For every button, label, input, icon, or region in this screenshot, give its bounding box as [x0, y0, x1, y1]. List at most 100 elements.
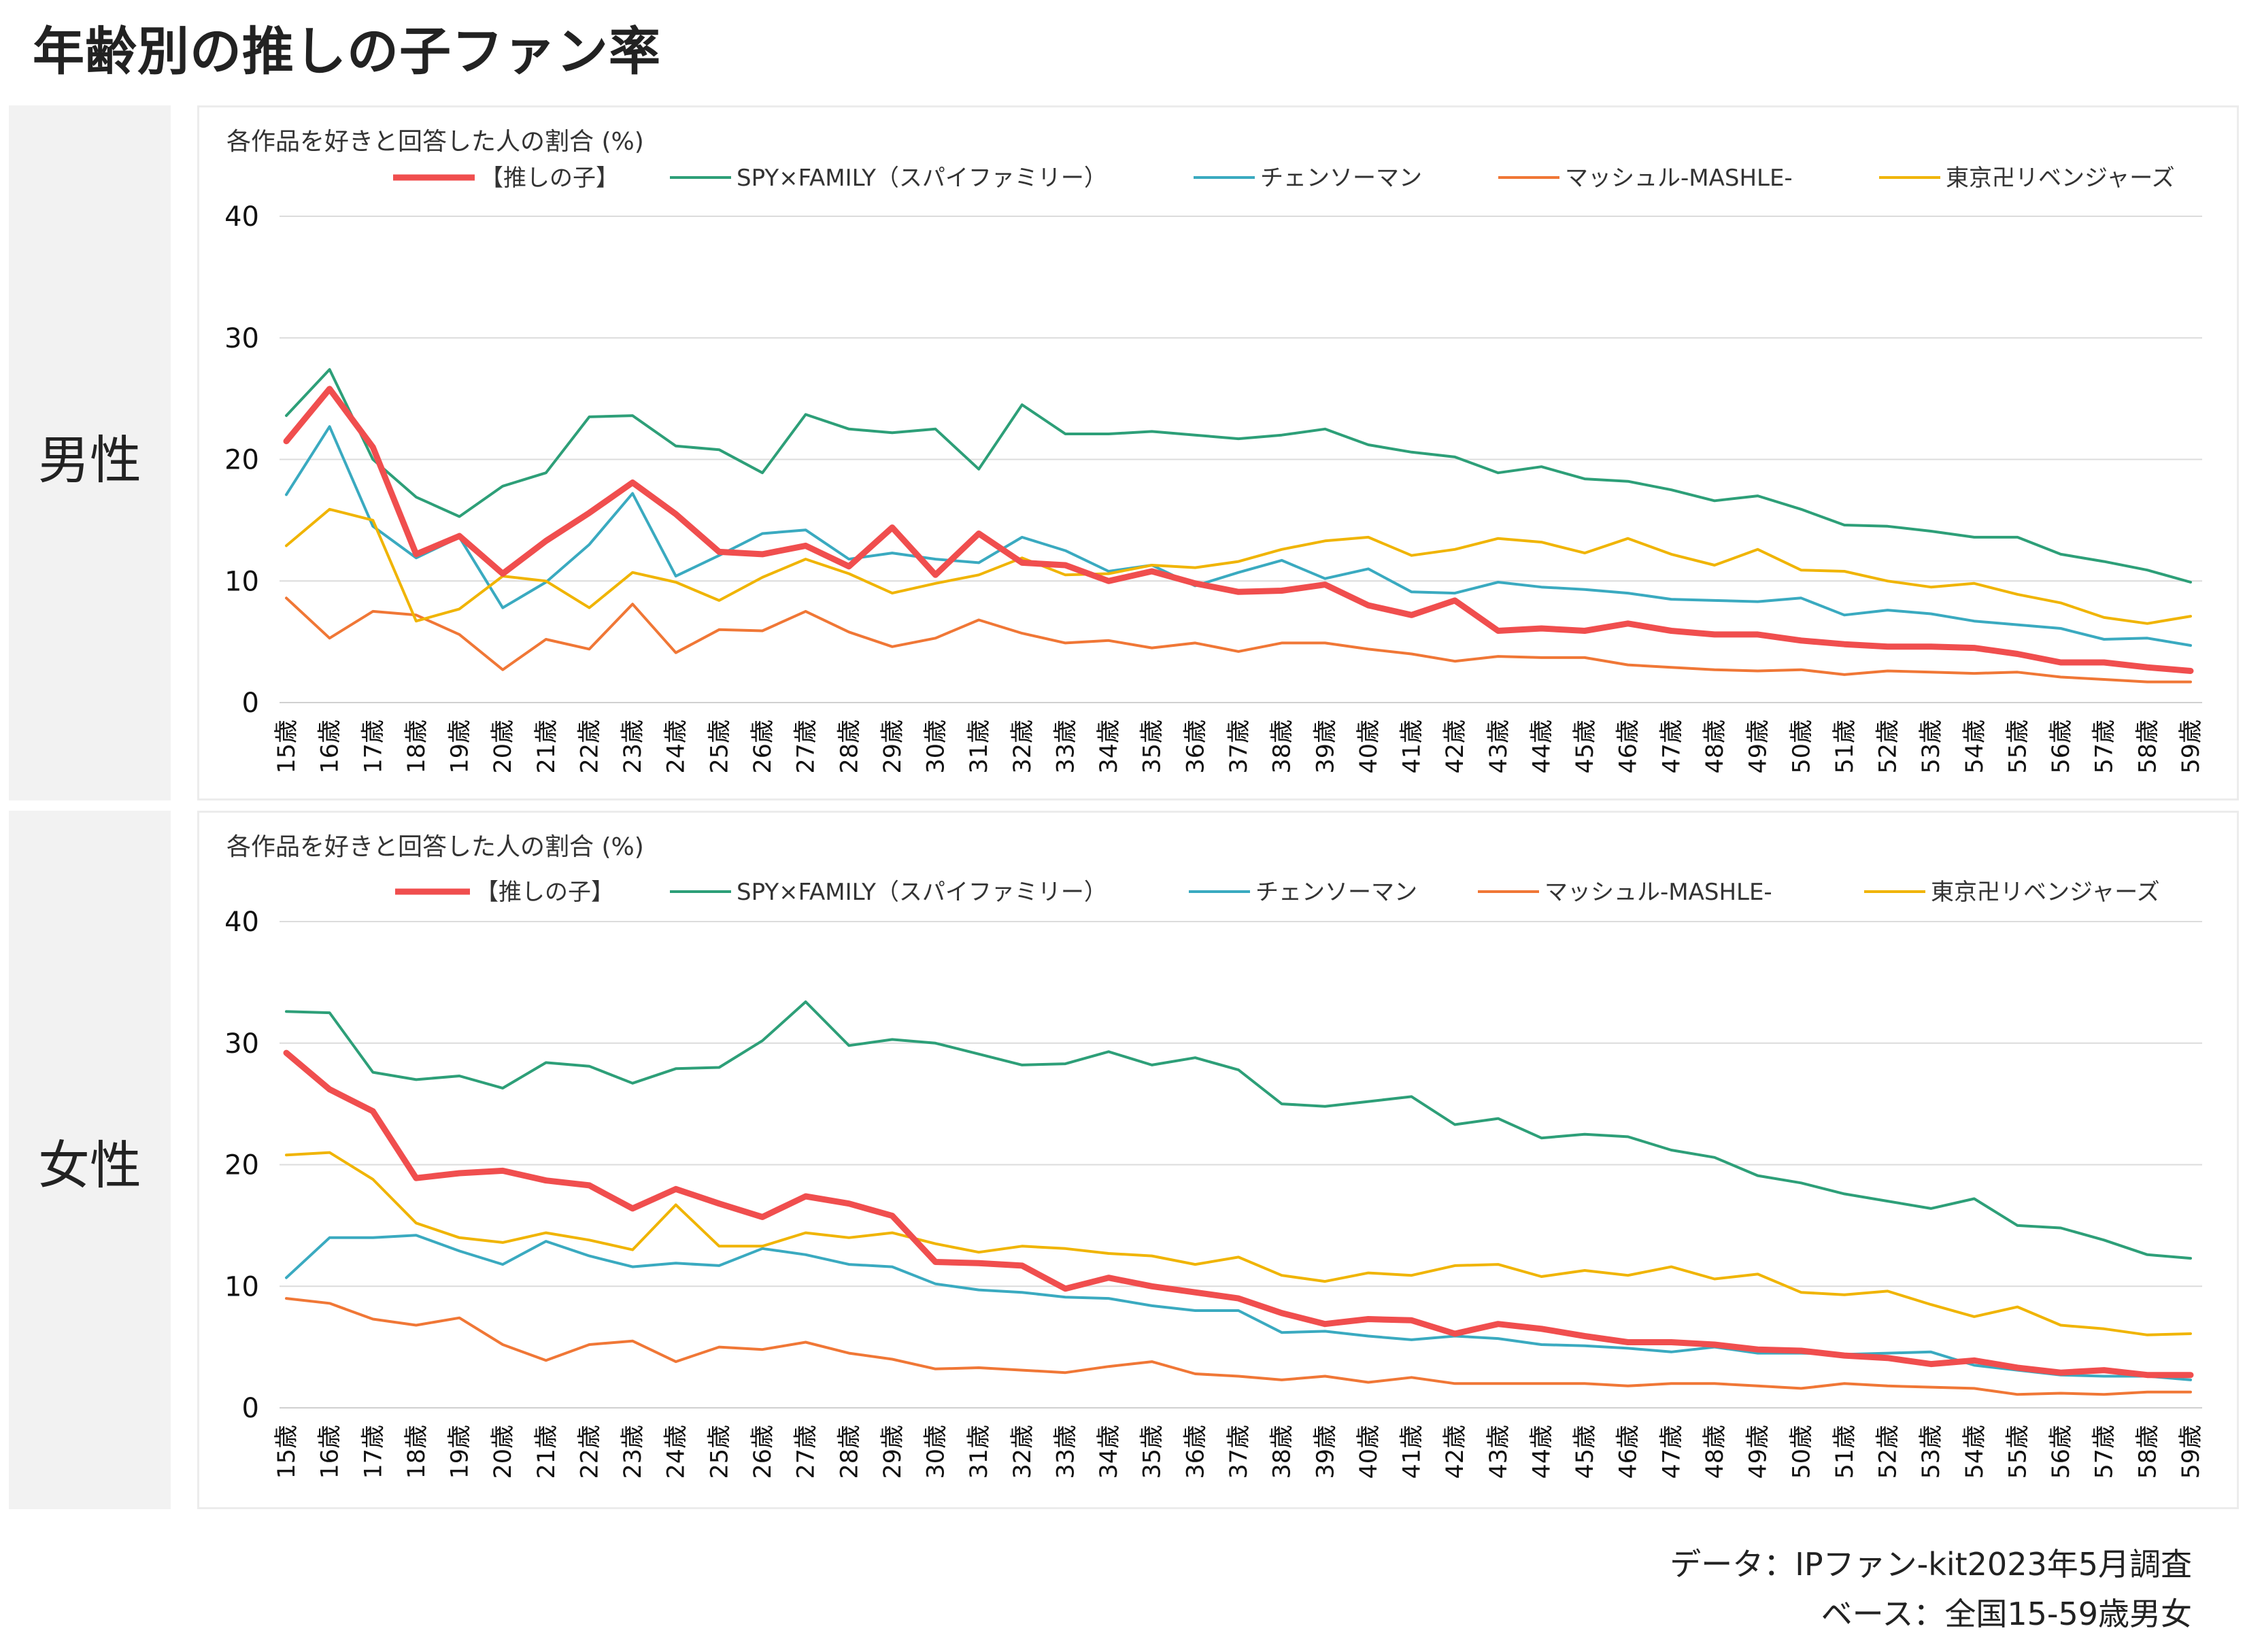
y-axis-label: 各作品を好きと回答した人の割合 (%)	[226, 833, 644, 861]
x-tick-label: 41歳	[1399, 720, 1426, 774]
x-tick-label: 57歳	[2091, 1425, 2119, 1479]
x-tick-label: 36歳	[1182, 1425, 1209, 1479]
x-tick-label: 32歳	[1009, 1425, 1036, 1479]
legend-label: マッシュル-MASHLE-	[1565, 165, 1793, 192]
x-tick-label: 22歳	[576, 720, 603, 774]
x-tick-label: 39歳	[1312, 720, 1339, 774]
x-tick-label: 55歳	[2004, 1425, 2031, 1479]
x-tick-label: 48歳	[1702, 1425, 1729, 1479]
x-tick-label: 35歳	[1139, 1425, 1166, 1479]
x-tick-label: 33歳	[1052, 720, 1079, 774]
x-tick-label: 34歳	[1096, 1425, 1123, 1479]
legend-label: チェンソーマン	[1260, 165, 1422, 192]
x-tick-label: 42歳	[1442, 1425, 1469, 1479]
y-tick-label: 20	[224, 445, 259, 476]
legend-label: 東京卍リベンジャーズ	[1946, 165, 2175, 192]
x-tick-label: 31歳	[966, 720, 993, 774]
y-tick-label: 0	[242, 1393, 259, 1424]
x-tick-label: 32歳	[1009, 720, 1036, 774]
x-tick-label: 38歳	[1269, 1425, 1296, 1479]
x-tick-label: 42歳	[1442, 720, 1469, 774]
x-tick-label: 44歳	[1528, 720, 1555, 774]
side-label-text: 女性	[38, 1135, 141, 1196]
x-tick-label: 52歳	[1875, 1425, 1902, 1479]
legend-label: SPY×FAMILY（スパイファミリー）	[737, 165, 1107, 192]
x-tick-label: 26歳	[749, 720, 777, 774]
x-tick-label: 51歳	[1832, 1425, 1859, 1479]
x-tick-label: 17歳	[360, 720, 387, 774]
x-tick-label: 33歳	[1052, 1425, 1079, 1479]
x-tick-label: 27歳	[793, 720, 820, 774]
x-tick-label: 38歳	[1269, 720, 1296, 774]
x-tick-label: 26歳	[749, 1425, 777, 1479]
x-tick-label: 35歳	[1139, 720, 1166, 774]
x-tick-label: 29歳	[879, 1425, 907, 1479]
x-tick-label: 28歳	[836, 1425, 863, 1479]
x-tick-label: 21歳	[533, 1425, 560, 1479]
x-tick-label: 56歳	[2048, 1425, 2075, 1479]
x-tick-label: 45歳	[1572, 720, 1599, 774]
legend-label: チェンソーマン	[1255, 879, 1417, 906]
legend-label: 【推しの子】	[480, 165, 619, 192]
x-tick-label: 37歳	[1226, 720, 1253, 774]
x-tick-label: 16歳	[317, 1425, 344, 1479]
x-tick-label: 30歳	[923, 720, 950, 774]
y-axis-label: 各作品を好きと回答した人の割合 (%)	[226, 128, 644, 156]
x-tick-label: 59歳	[2178, 720, 2205, 774]
x-tick-label: 30歳	[923, 1425, 950, 1479]
x-tick-label: 22歳	[576, 1425, 603, 1479]
x-tick-label: 46歳	[1615, 720, 1642, 774]
x-tick-label: 23歳	[620, 1425, 647, 1479]
y-tick-label: 20	[224, 1150, 259, 1181]
series-line	[283, 1049, 2194, 1379]
x-tick-label: 28歳	[836, 720, 863, 774]
x-tick-label: 39歳	[1312, 1425, 1339, 1479]
footer-data-source: データ：IPファン-kit2023年5月調査	[1670, 1546, 2192, 1583]
page-title: 年齢別の推しの子ファン率	[33, 21, 661, 82]
x-tick-label: 55歳	[2004, 720, 2031, 774]
series-line	[285, 507, 2192, 625]
x-tick-label: 41歳	[1399, 1425, 1426, 1479]
series-line	[285, 1234, 2192, 1381]
x-tick-label: 19歳	[447, 720, 474, 774]
x-tick-label: 58歳	[2134, 1425, 2161, 1479]
y-tick-label: 40	[224, 907, 259, 938]
x-tick-label: 43歳	[1485, 720, 1513, 774]
x-tick-label: 16歳	[317, 720, 344, 774]
x-tick-label: 45歳	[1572, 1425, 1599, 1479]
x-tick-label: 43歳	[1485, 1425, 1513, 1479]
x-tick-label: 49歳	[1745, 720, 1772, 774]
x-tick-label: 47歳	[1658, 1425, 1685, 1479]
x-tick-label: 48歳	[1702, 720, 1729, 774]
chart-panel-male: 各作品を好きと回答した人の割合 (%) 0 10 20 30 40 15歳 16歳 17歳 18歳…	[197, 105, 2239, 800]
x-tick-label: 20歳	[490, 1425, 517, 1479]
x-tick-label: 37歳	[1226, 1425, 1253, 1479]
x-tick-label: 34歳	[1096, 720, 1123, 774]
x-tick-label: 44歳	[1528, 1425, 1555, 1479]
series-line	[285, 425, 2192, 647]
legend-label: SPY×FAMILY（スパイファミリー）	[737, 879, 1107, 906]
x-tick-label: 20歳	[490, 720, 517, 774]
y-tick-label: 30	[224, 1028, 259, 1060]
series-line	[285, 596, 2192, 684]
x-tick-label: 21歳	[533, 720, 560, 774]
y-tick-label: 10	[224, 1271, 259, 1302]
footer-base: ベース：全国15-59歳男女	[1821, 1596, 2192, 1632]
side-label-text: 男性	[38, 430, 141, 490]
x-tick-label: 23歳	[620, 720, 647, 774]
chart-svg-male: 各作品を好きと回答した人の割合 (%) 0 10 20 30 40 15歳 16歳 17歳 18歳…	[224, 128, 2205, 774]
x-tick-label: 40歳	[1355, 720, 1383, 774]
x-tick-label: 50歳	[1788, 720, 1815, 774]
x-tick-label: 57歳	[2091, 720, 2119, 774]
x-tick-label: 58歳	[2134, 720, 2161, 774]
y-tick-label: 40	[224, 201, 259, 233]
legend-label: 【推しの子】	[475, 879, 614, 906]
x-tick-label: 25歳	[706, 720, 733, 774]
x-tick-label: 59歳	[2178, 1425, 2205, 1479]
x-tick-label: 18歳	[403, 720, 431, 774]
x-tick-label: 53歳	[1918, 1425, 1945, 1479]
x-tick-label: 25歳	[706, 1425, 733, 1479]
x-tick-label: 15歳	[273, 720, 301, 774]
x-tick-label: 18歳	[403, 1425, 431, 1479]
x-tick-label: 52歳	[1875, 720, 1902, 774]
